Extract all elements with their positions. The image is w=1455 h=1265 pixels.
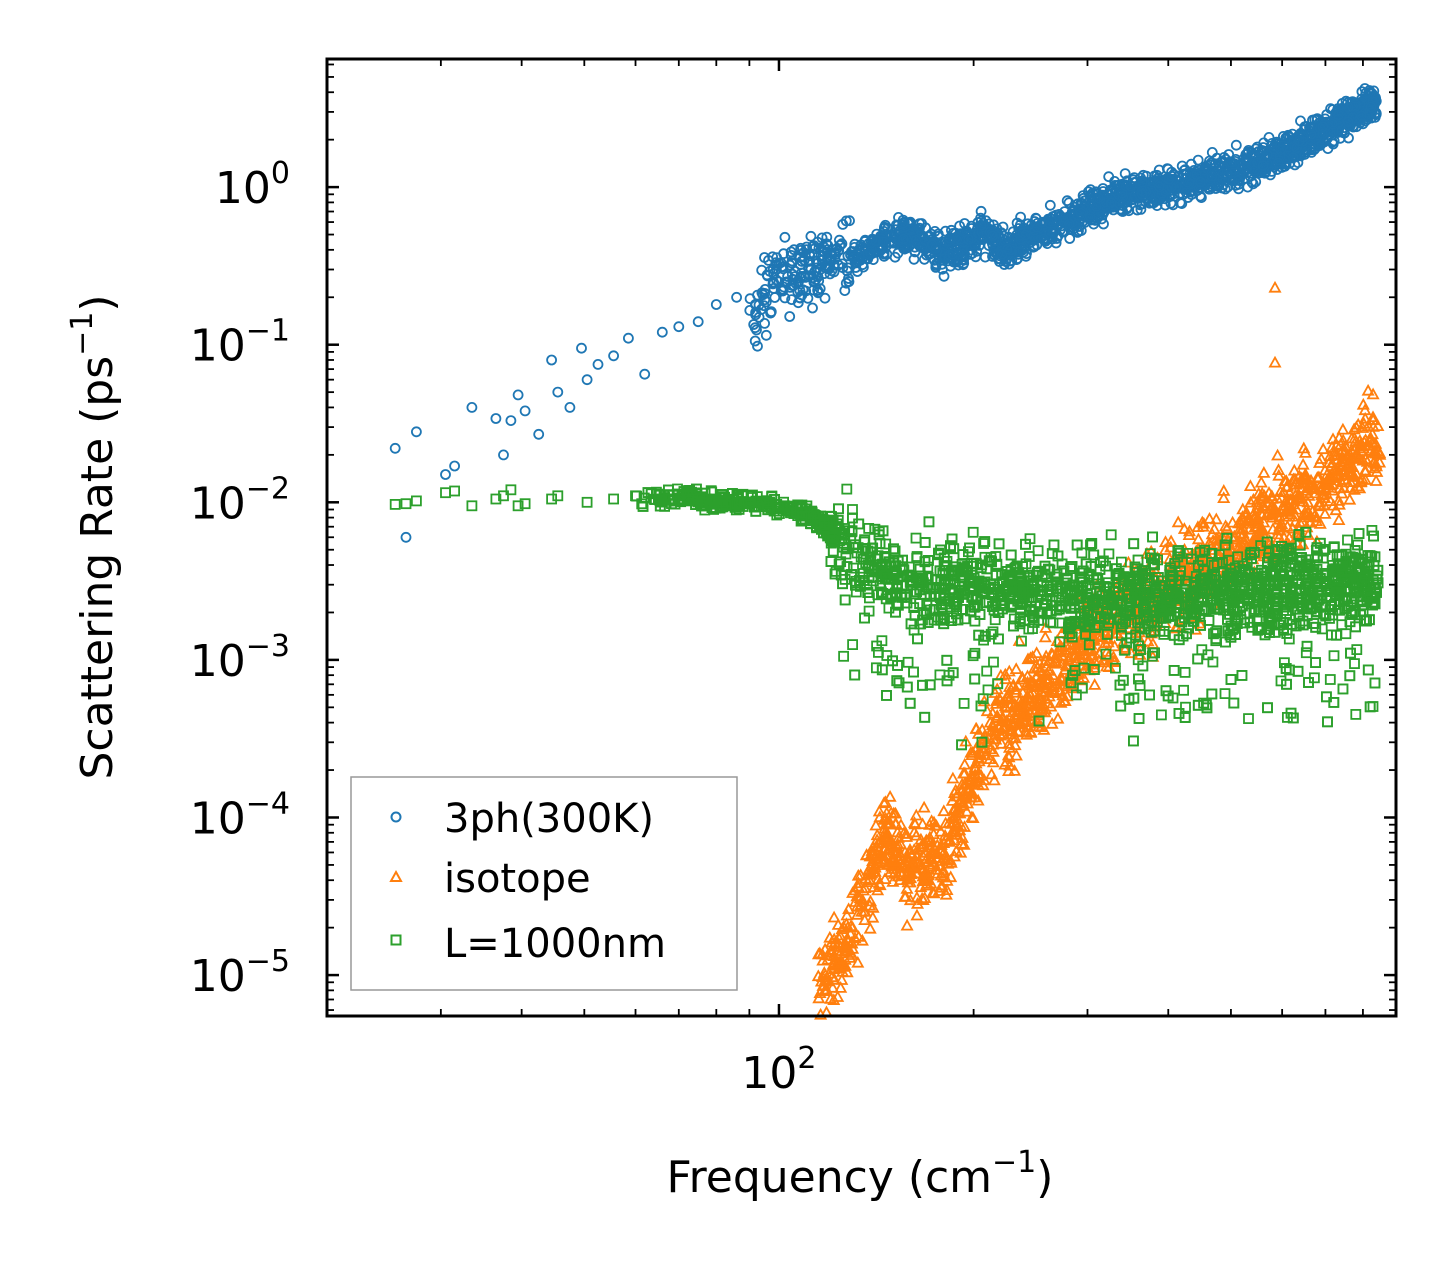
point-3ph <box>828 266 840 278</box>
point-3ph <box>449 460 461 472</box>
point-3ph <box>938 270 950 282</box>
point-3ph <box>751 324 762 336</box>
point-3ph <box>794 292 806 304</box>
point-3ph <box>1331 107 1343 119</box>
point-3ph <box>795 242 807 254</box>
point-3ph <box>759 252 770 263</box>
point-3ph <box>752 340 763 352</box>
point-3ph <box>819 292 831 304</box>
series-3ph <box>389 83 1382 543</box>
point-3ph <box>1061 195 1073 207</box>
point-3ph <box>807 302 818 314</box>
point-3ph <box>692 316 704 328</box>
point-3ph <box>769 292 781 303</box>
point-3ph <box>788 244 800 256</box>
point-3ph <box>784 311 796 322</box>
point-3ph <box>843 273 854 284</box>
point-3ph <box>512 389 524 401</box>
point-3ph <box>400 531 412 543</box>
point-3ph <box>1328 135 1340 147</box>
point-3ph <box>656 326 668 338</box>
point-3ph <box>389 442 401 454</box>
point-3ph <box>490 413 502 424</box>
point-3ph <box>759 294 771 306</box>
point-3ph <box>552 386 564 398</box>
point-3ph <box>608 350 619 362</box>
point-3ph <box>834 234 845 246</box>
point-3ph <box>779 231 791 243</box>
point-3ph <box>731 291 742 303</box>
point-3ph <box>673 321 685 333</box>
point-3ph <box>466 401 478 413</box>
point-3ph <box>498 449 509 461</box>
point-3ph <box>759 283 771 295</box>
point-3ph <box>1263 131 1275 143</box>
point-3ph <box>1119 168 1131 180</box>
point-3ph <box>1044 199 1056 211</box>
point-3ph <box>519 405 531 417</box>
point-3ph <box>749 335 761 347</box>
point-3ph <box>581 374 593 386</box>
point-3ph <box>440 469 451 480</box>
point-3ph <box>842 262 854 274</box>
point-3ph <box>1306 146 1317 158</box>
point-3ph <box>835 239 846 251</box>
point-3ph <box>744 293 756 305</box>
point-3ph <box>975 205 987 217</box>
point-3ph <box>760 329 772 341</box>
point-3ph <box>505 415 517 427</box>
point-3ph <box>546 354 557 366</box>
point-3ph <box>1251 141 1263 153</box>
point-3ph <box>710 299 722 310</box>
point-3ph <box>844 215 855 227</box>
point-3ph <box>1230 139 1242 151</box>
point-3ph <box>623 332 634 344</box>
point-3ph <box>765 306 777 318</box>
point-3ph <box>410 426 422 438</box>
point-3ph <box>1239 173 1250 184</box>
point-3ph <box>564 401 576 413</box>
data-marks <box>389 83 1387 1020</box>
point-3ph <box>639 368 651 380</box>
point-3ph <box>592 358 604 370</box>
point-3ph <box>533 428 545 440</box>
point-3ph <box>576 342 587 354</box>
